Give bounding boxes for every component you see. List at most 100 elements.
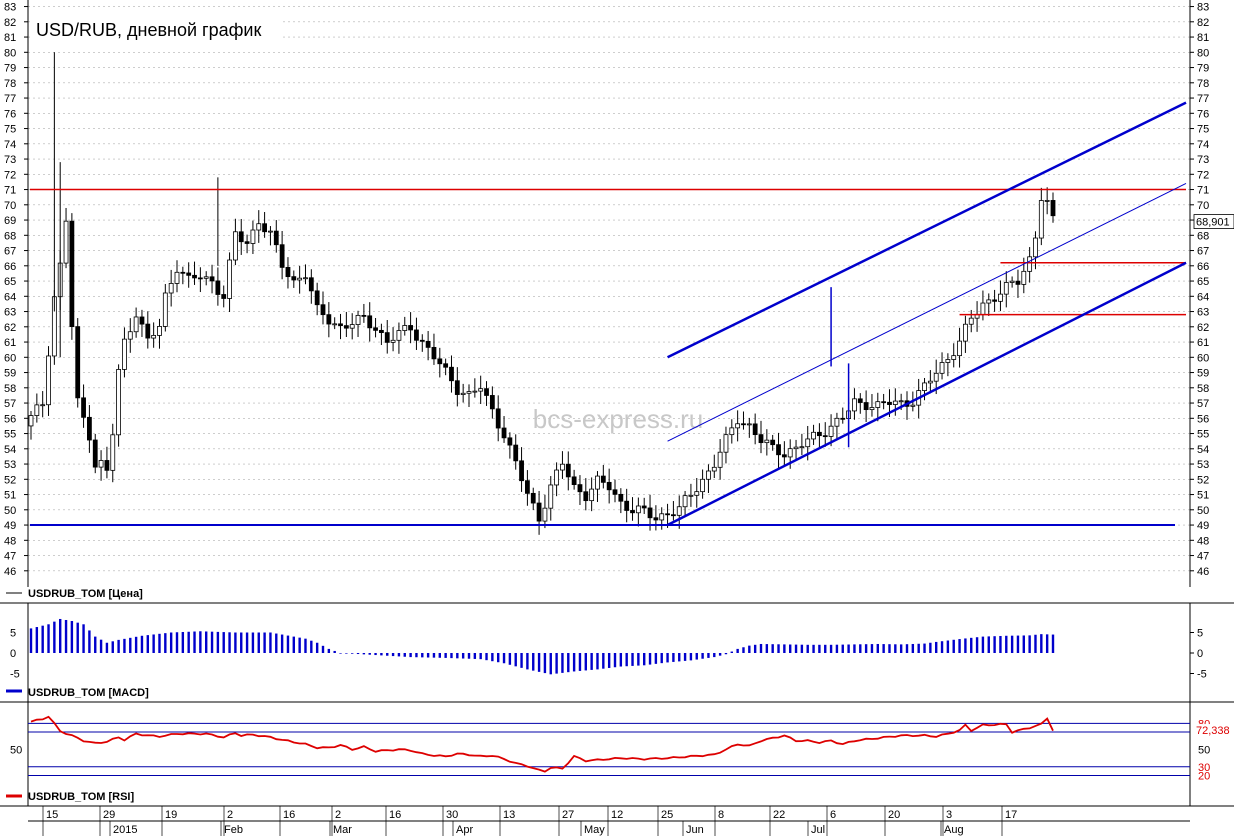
macd-bar [1045,634,1049,653]
candle-body [571,476,577,486]
macd-bar [882,644,885,653]
candle-body [811,431,816,440]
candle-body [396,330,402,341]
candle-body [577,484,583,493]
candle-body [174,271,180,284]
candle-body [495,408,501,429]
rsi-y-tick-label-right: 30 [1198,762,1210,774]
macd-bar [263,632,266,653]
candle-body [641,505,647,509]
candle-body [303,277,308,280]
macd-bar [117,639,120,653]
macd-bar [70,621,74,653]
macd-bar [689,653,693,661]
candle-body [402,325,408,331]
day-tick-label: 17 [1005,809,1017,821]
macd-bar [590,653,593,670]
macd-bar [269,632,272,653]
macd-bar [567,653,570,673]
macd-bar [812,644,815,653]
macd-bar [485,653,488,661]
candle-body [700,478,705,493]
macd-bar [993,636,996,653]
macd-bar [222,632,225,653]
candle-body [542,507,548,522]
candle-body [1044,200,1050,202]
y-tick-label-left: 48 [4,535,16,547]
macd-y-tick-label-right: 0 [1197,648,1203,660]
candle-body [273,230,279,246]
day-tick-label: 6 [830,809,836,821]
candle-body [279,244,285,268]
macd-bar [286,635,290,653]
macd-bar [245,632,249,653]
candle-body [232,231,238,261]
macd-legend-label: USDRUB_TOM [MACD] [28,687,149,699]
rsi-y-tick-label-left: 50 [10,744,22,756]
y-tick-label-left: 54 [4,444,16,456]
candle-body [104,460,110,471]
day-tick-label: 20 [888,809,900,821]
month-tick-label: Jul [811,824,825,836]
macd-bar [707,653,710,658]
candle-body [472,390,478,393]
macd-bar [228,632,231,653]
candle-body [764,439,770,444]
macd-bar [923,643,926,653]
candle-body [513,444,519,462]
macd-bar [409,653,412,658]
macd-bar [864,644,868,653]
y-tick-label-right: 65 [1197,276,1209,288]
candle-body [525,480,530,494]
day-tick-label: 29 [103,809,115,821]
candle-body [530,492,536,504]
candle-body [367,315,373,329]
macd-bar [450,653,453,659]
macd-bar [520,653,523,668]
candle-body [939,362,945,374]
y-tick-label-right: 64 [1197,291,1209,303]
macd-bar [777,644,780,653]
y-tick-label-right: 67 [1197,246,1209,258]
macd-bar [870,644,874,653]
candle-body [659,513,665,521]
candle-body [817,431,822,437]
chart-title: USD/RUB, дневной график [36,20,261,40]
macd-bar [234,632,237,653]
candle-body [630,510,635,514]
candle-body [215,280,221,295]
candle-body [250,229,256,244]
macd-bar [386,653,389,656]
rsi-legend: USDRUB_TOM [RSI] [6,791,134,803]
candle-body [384,332,390,343]
macd-bar [105,642,109,653]
macd-bar [800,644,804,653]
macd-y-tick-label-right: -5 [1197,669,1207,681]
y-tick-label-right: 81 [1197,32,1209,44]
macd-y-tick-label-left: 0 [10,648,16,660]
candle-body [927,380,933,384]
macd-bar [187,631,190,653]
candle-body [986,299,992,304]
macd-bar [940,641,944,653]
macd-bar [701,653,704,659]
macd-bar [987,636,990,653]
candle-body [536,502,542,522]
candle-body [852,398,857,412]
candle-body [945,359,951,363]
candle-body [671,514,676,517]
candle-body [957,340,962,357]
y-tick-label-left: 52 [4,474,16,486]
macd-bar [1034,634,1037,653]
candle-body [227,259,232,299]
macd-bar [958,639,961,653]
macd-bar [257,632,260,653]
y-tick-label-left: 57 [4,398,16,410]
candle-body [454,380,460,395]
last-value-label: 68,901 [1196,217,1230,229]
candle-body [560,463,565,471]
candle-body [647,507,653,519]
y-tick-label-left: 70 [4,200,16,212]
candle-body [752,423,758,436]
